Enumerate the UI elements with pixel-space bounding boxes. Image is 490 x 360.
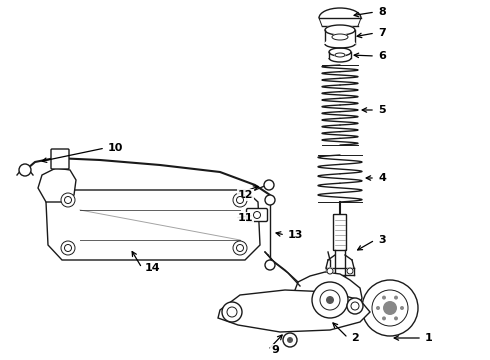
- Text: 9: 9: [271, 345, 279, 355]
- Text: 2: 2: [351, 333, 359, 343]
- Circle shape: [237, 244, 244, 252]
- Circle shape: [253, 211, 261, 219]
- Polygon shape: [46, 190, 260, 260]
- Circle shape: [264, 180, 274, 190]
- Circle shape: [376, 306, 380, 310]
- Circle shape: [394, 296, 398, 300]
- Text: 7: 7: [378, 28, 386, 38]
- Circle shape: [65, 244, 72, 252]
- FancyBboxPatch shape: [51, 149, 69, 169]
- Circle shape: [265, 195, 275, 205]
- Circle shape: [400, 306, 404, 310]
- Ellipse shape: [329, 48, 351, 56]
- Circle shape: [237, 197, 244, 203]
- Ellipse shape: [325, 25, 355, 35]
- Circle shape: [61, 241, 75, 255]
- Circle shape: [222, 302, 242, 322]
- Circle shape: [312, 282, 348, 318]
- FancyBboxPatch shape: [334, 215, 346, 251]
- Ellipse shape: [332, 34, 348, 40]
- Circle shape: [383, 301, 397, 315]
- Polygon shape: [218, 290, 370, 332]
- Text: 5: 5: [378, 105, 386, 115]
- Circle shape: [327, 268, 333, 274]
- Text: 12: 12: [238, 190, 253, 200]
- Text: 6: 6: [378, 51, 386, 61]
- Polygon shape: [295, 272, 362, 320]
- Circle shape: [382, 296, 386, 300]
- Circle shape: [347, 268, 353, 274]
- Ellipse shape: [325, 39, 355, 49]
- Circle shape: [265, 260, 275, 270]
- Circle shape: [287, 337, 293, 343]
- Text: 13: 13: [288, 230, 303, 240]
- Text: 4: 4: [378, 173, 386, 183]
- Text: 10: 10: [108, 143, 123, 153]
- Circle shape: [347, 298, 363, 314]
- Circle shape: [65, 197, 72, 203]
- Circle shape: [320, 290, 340, 310]
- Circle shape: [362, 280, 418, 336]
- Circle shape: [372, 290, 408, 326]
- Ellipse shape: [335, 53, 345, 57]
- Circle shape: [394, 316, 398, 320]
- Polygon shape: [38, 168, 76, 202]
- Circle shape: [351, 302, 359, 310]
- Circle shape: [326, 296, 334, 304]
- Text: 14: 14: [145, 263, 161, 273]
- Circle shape: [233, 193, 247, 207]
- Circle shape: [19, 164, 31, 176]
- FancyBboxPatch shape: [246, 208, 268, 221]
- Circle shape: [283, 333, 297, 347]
- Text: 1: 1: [425, 333, 433, 343]
- Text: 3: 3: [378, 235, 386, 245]
- Circle shape: [382, 316, 386, 320]
- Circle shape: [61, 193, 75, 207]
- Circle shape: [233, 241, 247, 255]
- Text: 11: 11: [238, 213, 253, 223]
- Text: 8: 8: [378, 7, 386, 17]
- Circle shape: [227, 307, 237, 317]
